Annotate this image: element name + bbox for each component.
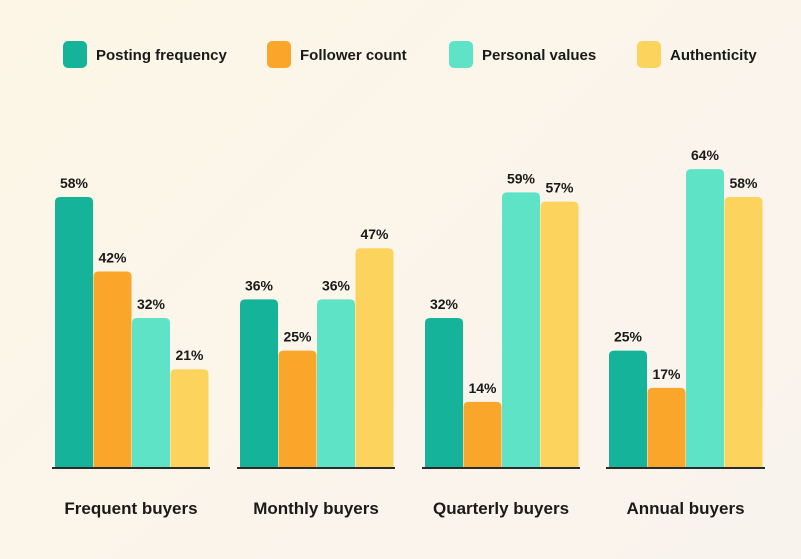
data-label-monthly-buyers-posting-frequency: 36%: [245, 277, 274, 293]
bar-monthly-buyers-posting-frequency: [240, 299, 278, 467]
bar-quarterly-buyers-personal-values: [502, 192, 540, 467]
data-label-frequent-buyers-authenticity: 21%: [175, 347, 204, 363]
legend-swatch-follower-count: [267, 41, 291, 68]
category-label-annual-buyers: Annual buyers: [626, 499, 744, 518]
bar-annual-buyers-follower-count: [647, 387, 686, 467]
bar-annual-buyers-authenticity: [724, 197, 763, 467]
chart-legend: Posting frequency Follower count Personal …: [63, 41, 757, 68]
legend-label-follower-count: Follower count: [300, 47, 407, 64]
data-label-annual-buyers-posting-frequency: 25%: [614, 329, 643, 345]
value-labels: 58% 42% 32% 21% 36% 25% 36% 47% 32% 14% 59% 57% 25% 1…: [60, 147, 758, 396]
category-label-frequent-buyers: Frequent buyers: [64, 499, 197, 518]
data-label-quarterly-buyers-personal-values: 59%: [507, 170, 536, 186]
data-label-frequent-buyers-personal-values: 32%: [137, 296, 166, 312]
data-label-monthly-buyers-personal-values: 36%: [322, 277, 351, 293]
legend-item-posting-frequency: Posting frequency: [63, 41, 228, 68]
bar-quarterly-buyers-posting-frequency: [425, 318, 463, 467]
data-label-monthly-buyers-authenticity: 47%: [360, 226, 389, 242]
data-label-annual-buyers-personal-values: 64%: [691, 147, 720, 163]
data-label-frequent-buyers-follower-count: 42%: [98, 249, 127, 265]
data-label-quarterly-buyers-posting-frequency: 32%: [430, 296, 459, 312]
legend-swatch-authenticity: [637, 41, 661, 68]
data-label-quarterly-buyers-authenticity: 57%: [545, 180, 574, 196]
bar-frequent-buyers-follower-count: [93, 271, 132, 467]
legend-label-personal-values: Personal values: [482, 47, 596, 64]
category-label-quarterly-buyers: Quarterly buyers: [433, 499, 569, 518]
legend-swatch-personal-values: [449, 41, 473, 68]
bar-frequent-buyers-posting-frequency: [55, 197, 93, 467]
data-label-frequent-buyers-posting-frequency: 58%: [60, 175, 89, 191]
data-label-monthly-buyers-follower-count: 25%: [283, 329, 312, 345]
bar-monthly-buyers-follower-count: [278, 350, 317, 467]
legend-item-personal-values: Personal values: [449, 41, 596, 68]
legend-label-posting-frequency: Posting frequency: [96, 47, 228, 64]
bar-annual-buyers-posting-frequency: [609, 350, 647, 467]
category-labels: Frequent buyers Monthly buyers Quarterly b…: [64, 499, 744, 518]
chart-bars: [55, 169, 763, 468]
category-label-monthly-buyers: Monthly buyers: [253, 499, 379, 518]
bar-monthly-buyers-personal-values: [317, 299, 355, 467]
bar-annual-buyers-personal-values: [686, 169, 724, 467]
bar-quarterly-buyers-authenticity: [540, 201, 579, 468]
data-label-annual-buyers-follower-count: 17%: [652, 366, 681, 382]
bar-frequent-buyers-personal-values: [132, 318, 170, 467]
data-label-annual-buyers-authenticity: 58%: [729, 175, 758, 191]
legend-label-authenticity: Authenticity: [670, 47, 757, 64]
bar-frequent-buyers-authenticity: [170, 369, 209, 467]
legend-swatch-posting-frequency: [63, 41, 87, 68]
bar-quarterly-buyers-follower-count: [463, 401, 502, 467]
legend-item-follower-count: Follower count: [267, 41, 407, 68]
data-label-quarterly-buyers-follower-count: 14%: [468, 380, 497, 396]
bar-monthly-buyers-authenticity: [355, 248, 394, 467]
legend-item-authenticity: Authenticity: [637, 41, 757, 68]
